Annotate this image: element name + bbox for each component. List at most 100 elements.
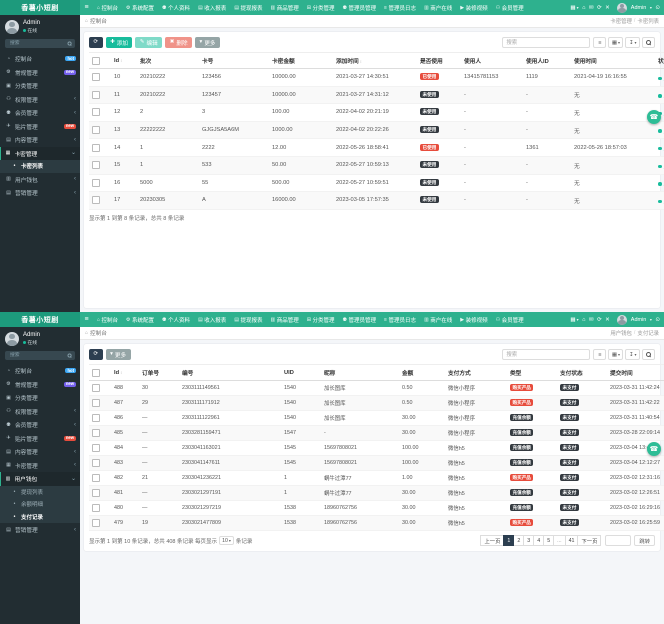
col-header-amount[interactable]: 金额 <box>399 364 445 381</box>
per-page-select[interactable]: 10 ▾ <box>219 536 234 545</box>
nav-item-7[interactable]: ⊞ 分类管理 <box>303 312 339 327</box>
col-header-used[interactable]: 是否使用 <box>417 52 461 69</box>
nav-item-10[interactable]: ▥ 商户在线 <box>420 312 456 327</box>
col-header-serial[interactable]: 编号 <box>179 364 281 381</box>
sidebar-item-11[interactable]: • 余额明细 <box>0 498 80 511</box>
row-checkbox[interactable] <box>92 474 100 482</box>
nav-item-1[interactable]: ⌂ 控制台 <box>93 0 122 15</box>
admin-name[interactable]: Admin <box>630 316 647 323</box>
nav-item-1[interactable]: ⌂ 控制台 <box>93 312 122 327</box>
sidebar-item-11[interactable]: ▤ 营销管理 ‹ <box>0 186 80 200</box>
nav-item-4[interactable]: ▤ 收入报表 <box>194 312 230 327</box>
nav-item-8[interactable]: ⚉ 管理员管理 <box>339 312 381 327</box>
col-header-pay_method[interactable]: 支付方式 <box>445 364 507 381</box>
header-checkbox[interactable] <box>92 368 100 377</box>
sidebar-item-9[interactable]: ▥ 用户钱包 ⌄ <box>0 472 80 486</box>
apps-dropdown-icon[interactable]: ▦ ▾ <box>570 5 578 11</box>
sidebar-search-input[interactable] <box>8 40 65 47</box>
brand-logo[interactable]: 香薯小短剧 <box>0 0 80 15</box>
columns-button[interactable]: ▦ ▾ <box>608 37 624 48</box>
sidebar-item-4[interactable]: ⚇ 权限管理 ‹ <box>0 93 80 107</box>
col-header-use_time[interactable]: 使用时间 <box>571 52 655 69</box>
fullscreen-icon[interactable]: ✕ <box>605 5 610 11</box>
hamburger-icon[interactable]: ≡ <box>84 4 89 11</box>
col-header-nickname[interactable]: 昵称 <box>321 364 399 381</box>
power-icon[interactable]: ⊙ <box>655 4 660 11</box>
sidebar-item-5[interactable]: ⚉ 会员管理 ‹ <box>0 106 80 120</box>
more-button[interactable]: ▾ 更多 <box>105 349 131 360</box>
nav-item-3[interactable]: ⚉ 个人资料 <box>158 312 194 327</box>
search-icon[interactable] <box>67 41 71 46</box>
sidebar-item-6[interactable]: ✈ 贴片管理 new <box>0 432 80 446</box>
sidebar-item-12[interactable]: • 支付记录 <box>0 510 80 523</box>
home-shortcut-icon[interactable]: ⌂ <box>582 317 585 323</box>
col-header-pay_status[interactable]: 支付状态 <box>557 364 607 381</box>
nav-item-11[interactable]: ▶ 装修视频 <box>456 312 491 327</box>
row-checkbox[interactable] <box>92 444 100 452</box>
nav-item-6[interactable]: ▥ 商品管理 <box>267 0 303 15</box>
nav-item-2[interactable]: ⚙ 系统配置 <box>122 312 158 327</box>
row-checkbox[interactable] <box>92 178 100 187</box>
row-checkbox[interactable] <box>92 459 100 467</box>
delete-button[interactable]: ✖ 删除 <box>165 37 193 48</box>
nav-item-12[interactable]: ⚇ 会员管理 <box>492 0 528 15</box>
col-header-status[interactable]: 状态 <box>655 52 664 69</box>
search-button[interactable] <box>642 349 655 360</box>
nav-item-6[interactable]: ▥ 商品管理 <box>267 312 303 327</box>
page-jump-input[interactable] <box>605 535 632 546</box>
messages-icon[interactable]: ✉ <box>589 5 594 11</box>
sidebar-item-3[interactable]: ▣ 分类管理 <box>0 79 80 93</box>
columns-button[interactable]: ▦ ▾ <box>608 349 624 360</box>
home-shortcut-icon[interactable]: ⌂ <box>582 5 585 11</box>
nav-item-5[interactable]: ▤ 提现报表 <box>230 0 266 15</box>
header-checkbox[interactable] <box>92 56 100 65</box>
page-button-1[interactable]: 上一页 <box>480 535 505 546</box>
refresh-button[interactable]: ⟳ <box>89 349 103 360</box>
breadcrumb-parent[interactable]: 用户钱包 <box>610 331 632 337</box>
sidebar-item-1[interactable]: ◔ 控制台 hot <box>0 364 80 378</box>
refresh-button[interactable]: ⟳ <box>89 37 103 48</box>
brand-logo[interactable]: 香薯小短剧 <box>0 312 80 327</box>
row-checkbox[interactable] <box>92 126 100 135</box>
floating-service-button[interactable]: ☎ <box>647 442 661 456</box>
col-header-id[interactable]: Id↕ <box>111 52 137 69</box>
sidebar-item-13[interactable]: ▤ 营销管理 ‹ <box>0 523 80 537</box>
sidebar-item-2[interactable]: ⚙ 常规管理 new <box>0 378 80 392</box>
sidebar-item-2[interactable]: ⚙ 常规管理 new <box>0 66 80 80</box>
more-button[interactable]: ▾ 更多 <box>195 37 221 48</box>
nav-item-10[interactable]: ▥ 商户在线 <box>420 0 456 15</box>
clear-cache-icon[interactable]: ⟳ <box>597 317 602 323</box>
clear-cache-icon[interactable]: ⟳ <box>597 5 602 11</box>
sidebar-item-8[interactable]: ▦ 卡密管理 ⌄ <box>0 146 80 160</box>
row-checkbox[interactable] <box>92 90 100 99</box>
row-checkbox[interactable] <box>92 196 100 205</box>
sidebar-item-6[interactable]: ✈ 贴片管理 new <box>0 120 80 134</box>
filter-button[interactable]: ≡ <box>593 37 607 48</box>
export-button[interactable]: ↧ ▾ <box>625 349 640 360</box>
row-checkbox[interactable] <box>92 414 100 422</box>
nav-item-2[interactable]: ⚙ 系统配置 <box>122 0 158 15</box>
table-search-input[interactable] <box>502 37 591 48</box>
breadcrumb-parent[interactable]: 卡密管理 <box>610 19 632 25</box>
admin-avatar[interactable] <box>617 2 628 13</box>
col-header-add_time[interactable]: 添加时间↕ <box>333 52 417 69</box>
nav-item-7[interactable]: ⊞ 分类管理 <box>303 0 339 15</box>
apps-dropdown-icon[interactable]: ▦ ▾ <box>570 317 578 323</box>
hamburger-icon[interactable]: ≡ <box>84 316 89 323</box>
sidebar-item-5[interactable]: ⚉ 会员管理 ‹ <box>0 418 80 432</box>
sidebar-item-4[interactable]: ⚇ 权限管理 ‹ <box>0 405 80 419</box>
sidebar-item-1[interactable]: ◔ 控制台 hot <box>0 52 80 66</box>
nav-item-8[interactable]: ⚉ 管理员管理 <box>339 0 381 15</box>
row-checkbox[interactable] <box>92 489 100 497</box>
col-header-checkbox[interactable] <box>89 52 111 69</box>
messages-icon[interactable]: ✉ <box>589 317 594 323</box>
nav-item-3[interactable]: ⚉ 个人资料 <box>158 0 194 15</box>
search-icon[interactable] <box>67 353 71 358</box>
col-header-id[interactable]: Id↕ <box>111 364 139 381</box>
nav-item-12[interactable]: ⚇ 会员管理 <box>492 312 528 327</box>
col-header-amount[interactable]: 卡密金额 <box>269 52 333 69</box>
page-button-9[interactable]: 下一页 <box>577 535 602 546</box>
page-button-8[interactable]: 41 <box>564 535 579 546</box>
edit-button[interactable]: ✎ 编辑 <box>135 37 163 48</box>
col-header-order_no[interactable]: 订单号 <box>139 364 179 381</box>
